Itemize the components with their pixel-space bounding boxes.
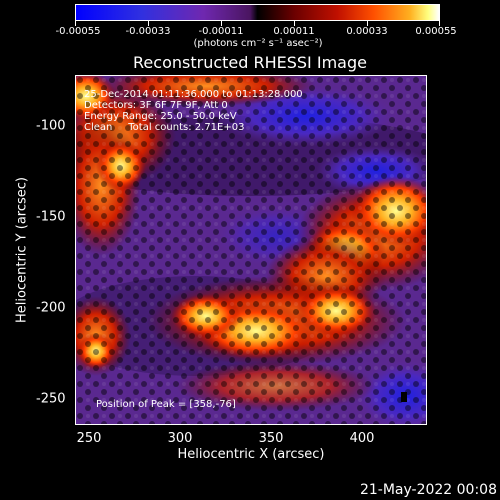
colorbar-units: (photons cm⁻² s⁻¹ asec⁻²) <box>193 38 323 49</box>
y-axis-label: Heliocentric Y (arcsec) <box>14 177 30 323</box>
plot-title: Reconstructed RHESSI Image <box>133 53 367 72</box>
y-tick-label: -200 <box>36 300 66 316</box>
colorbar-tick-label: -0.00033 <box>125 26 171 37</box>
y-tick-label: -150 <box>36 209 66 225</box>
colorbar-tick-label: 0.00033 <box>346 26 388 37</box>
colorbar-tick <box>148 21 149 26</box>
time-range-text: 25-Dec-2014 01:11:36.000 to 01:13:28.000 <box>84 89 303 100</box>
colorbar-tick <box>367 21 368 26</box>
colorbar-tick <box>221 21 222 26</box>
energy-range-text: Energy Range: 25.0 - 50.0 keV <box>84 111 237 122</box>
rhessi-image: 25-Dec-2014 01:11:36.000 to 01:13:28.000… <box>75 75 427 425</box>
colorbar-tick-label: 0.00055 <box>415 26 457 37</box>
x-axis-label: Heliocentric X (arcsec) <box>177 447 325 462</box>
peak-position-text: Position of Peak = [358,-76] <box>96 399 236 410</box>
image-svg <box>76 76 426 424</box>
detectors-text: Detectors: 3F 6F 7F 9F, Att 0 <box>84 100 228 111</box>
date-stamp: 21-May-2022 00:08 <box>359 482 497 498</box>
colorbar-tick-label: 0.00011 <box>273 26 315 37</box>
colorbar-tick <box>439 21 440 26</box>
colorbar <box>75 4 440 21</box>
colorbar-tick-label: -0.00011 <box>198 26 244 37</box>
colorbar-tick <box>294 21 295 26</box>
x-tick-label: 400 <box>349 431 375 446</box>
y-tick-label: -250 <box>36 391 66 407</box>
colorbar-tick <box>75 21 76 26</box>
x-tick-label: 350 <box>258 431 284 446</box>
x-tick-label: 300 <box>167 431 193 446</box>
y-tick-label: -100 <box>36 118 66 134</box>
colorbar-tick-label: -0.00055 <box>55 26 101 37</box>
x-tick-label: 250 <box>76 431 102 446</box>
clean-counts-text: Clean Total counts: 2.71E+03 <box>84 122 245 133</box>
